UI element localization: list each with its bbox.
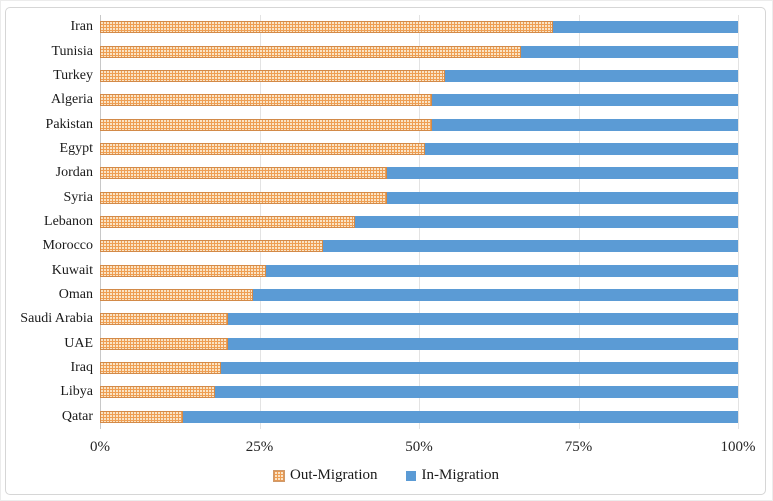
bar-segment-out-migration (100, 386, 215, 398)
category-label: Oman (58, 287, 93, 302)
bar-segment-in-migration (553, 21, 738, 33)
bar-segment-in-migration (323, 240, 738, 252)
bar-segment-in-migration (445, 70, 738, 82)
bar-segment-out-migration (100, 70, 445, 82)
bar-segment-in-migration (355, 216, 738, 228)
bar-segment-out-migration (100, 265, 266, 277)
category-label: Egypt (59, 141, 93, 156)
category-label: Tunisia (51, 44, 93, 59)
bar-segment-in-migration (432, 94, 738, 106)
category-label: Algeria (51, 92, 93, 107)
x-tick-label: 50% (405, 439, 433, 455)
category-label: Pakistan (45, 117, 93, 132)
in-migration-legend-swatch-icon (405, 470, 416, 481)
legend-item-out-migration: Out-Migration (273, 467, 378, 484)
bar-segment-in-migration (228, 313, 738, 325)
bar-segment-out-migration (100, 411, 183, 423)
bar-segment-in-migration (432, 119, 738, 131)
bar-segment-in-migration (387, 192, 738, 204)
bar-segment-in-migration (228, 338, 738, 350)
x-tick-label: 0% (90, 439, 110, 455)
bar-segment-out-migration (100, 240, 323, 252)
bar-segment-out-migration (100, 192, 387, 204)
bar-segment-out-migration (100, 46, 521, 58)
legend-item-in-migration: In-Migration (405, 467, 499, 484)
category-label: Iraq (70, 360, 93, 375)
out-migration-legend-swatch-icon (273, 469, 285, 482)
bar-segment-in-migration (521, 46, 738, 58)
category-label: UAE (64, 336, 93, 351)
bar-segment-out-migration (100, 21, 553, 33)
bar-segment-out-migration (100, 216, 355, 228)
category-label: Saudi Arabia (20, 311, 93, 326)
vertical-gridline (738, 15, 739, 429)
bar-segment-out-migration (100, 143, 425, 155)
bar-segment-out-migration (100, 313, 228, 325)
category-label: Kuwait (51, 263, 93, 278)
bar-segment-out-migration (100, 289, 253, 301)
bar-segment-in-migration (253, 289, 738, 301)
x-tick-label: 25% (245, 439, 274, 455)
bar-segment-in-migration (266, 265, 738, 277)
category-label: Syria (63, 190, 93, 205)
bar-segment-in-migration (221, 362, 738, 374)
bar-segment-in-migration (183, 411, 738, 423)
chart-legend: Out-Migration In-Migration (1, 467, 772, 484)
category-label: Libya (60, 384, 93, 399)
category-label: Turkey (53, 68, 93, 83)
bar-segment-out-migration (100, 167, 387, 179)
bar-segment-in-migration (215, 386, 738, 398)
x-tick-label: 75% (564, 439, 593, 455)
category-label: Morocco (42, 238, 93, 253)
x-tick-label: 100% (720, 439, 756, 455)
legend-label: In-Migration (421, 467, 499, 483)
bar-segment-out-migration (100, 362, 221, 374)
category-label: Iran (70, 19, 93, 34)
category-label: Qatar (61, 409, 93, 424)
category-label: Lebanon (44, 214, 93, 229)
bar-segment-in-migration (387, 167, 738, 179)
bar-segment-out-migration (100, 119, 432, 131)
bar-segment-in-migration (425, 143, 738, 155)
category-label: Jordan (55, 165, 93, 180)
bar-segment-out-migration (100, 338, 228, 350)
legend-label: Out-Migration (290, 467, 378, 483)
bar-segment-out-migration (100, 94, 432, 106)
